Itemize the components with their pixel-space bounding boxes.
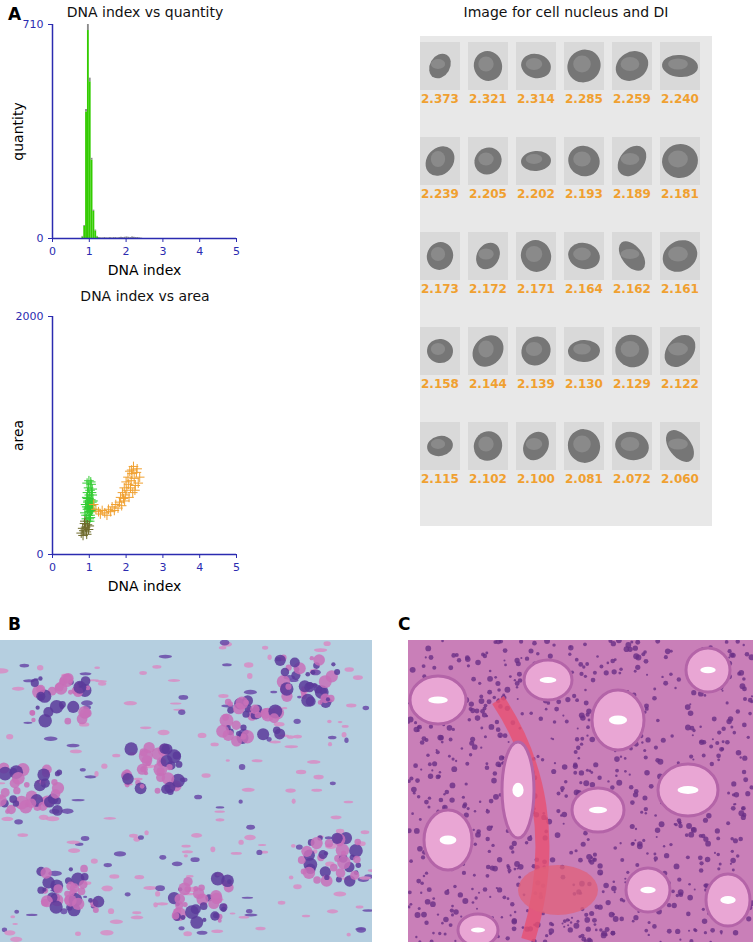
- html-text:B: B: [8, 614, 21, 634]
- svg-text:0: 0: [49, 245, 56, 258]
- html-text:2.144: 2.144: [469, 377, 507, 391]
- html-text:2.239: 2.239: [421, 187, 459, 201]
- html-text:2.373: 2.373: [421, 92, 459, 106]
- svg-text:DNA index: DNA index: [108, 262, 182, 278]
- html-text:2.158: 2.158: [421, 377, 459, 391]
- html-text:2.240: 2.240: [661, 92, 699, 106]
- html-text:2.202: 2.202: [517, 187, 555, 201]
- svg-text:1: 1: [86, 561, 93, 574]
- html-text:2.172: 2.172: [469, 282, 507, 296]
- html-text:2.129: 2.129: [613, 377, 651, 391]
- svg-text:3: 3: [159, 561, 166, 574]
- svg-text:4: 4: [196, 561, 203, 574]
- html-text:2.173: 2.173: [421, 282, 459, 296]
- html-text:2.314: 2.314: [517, 92, 555, 106]
- html-text:2.285: 2.285: [565, 92, 603, 106]
- html-text:Image for cell nucleus and DI: Image for cell nucleus and DI: [463, 4, 669, 20]
- svg-text:1: 1: [86, 245, 93, 258]
- html-text:2.100: 2.100: [517, 472, 555, 486]
- html-text:2.072: 2.072: [613, 472, 651, 486]
- svg-text:DNA index: DNA index: [108, 578, 182, 594]
- html-text:2.164: 2.164: [565, 282, 603, 296]
- svg-text:0: 0: [49, 561, 56, 574]
- svg-text:area: area: [10, 420, 26, 451]
- html-text:2.162: 2.162: [613, 282, 651, 296]
- html-text:2.139: 2.139: [517, 377, 555, 391]
- html-text:A: A: [8, 4, 22, 24]
- html-text:2.102: 2.102: [469, 472, 507, 486]
- svg-text:4: 4: [196, 245, 203, 258]
- html-text:DNA index vs quantity: DNA index vs quantity: [66, 4, 224, 20]
- html-text:2.189: 2.189: [613, 187, 651, 201]
- html-text:2.122: 2.122: [661, 377, 699, 391]
- html-text:DNA index vs area: DNA index vs area: [80, 288, 210, 304]
- svg-text:710: 710: [23, 18, 44, 31]
- svg-text:quantity: quantity: [10, 102, 26, 160]
- svg-text:5: 5: [233, 245, 240, 258]
- svg-text:2: 2: [123, 561, 130, 574]
- svg-text:5: 5: [233, 561, 240, 574]
- html-text:2.081: 2.081: [565, 472, 603, 486]
- html-text:2.171: 2.171: [517, 282, 555, 296]
- html-text:2.321: 2.321: [469, 92, 507, 106]
- svg-text:2: 2: [123, 245, 130, 258]
- svg-text:0: 0: [37, 232, 44, 245]
- html-text:2.193: 2.193: [565, 187, 603, 201]
- svg-text:3: 3: [159, 245, 166, 258]
- html-text:2.060: 2.060: [661, 472, 699, 486]
- html-text:2.205: 2.205: [469, 187, 507, 201]
- html-text:2.130: 2.130: [565, 377, 603, 391]
- html-text:2.161: 2.161: [661, 282, 699, 296]
- html-text:2.181: 2.181: [661, 187, 699, 201]
- html-text:C: C: [398, 614, 411, 634]
- html-text:2.115: 2.115: [421, 472, 459, 486]
- svg-text:0: 0: [37, 548, 44, 561]
- html-text:2.259: 2.259: [613, 92, 651, 106]
- svg-text:2000: 2000: [16, 310, 44, 323]
